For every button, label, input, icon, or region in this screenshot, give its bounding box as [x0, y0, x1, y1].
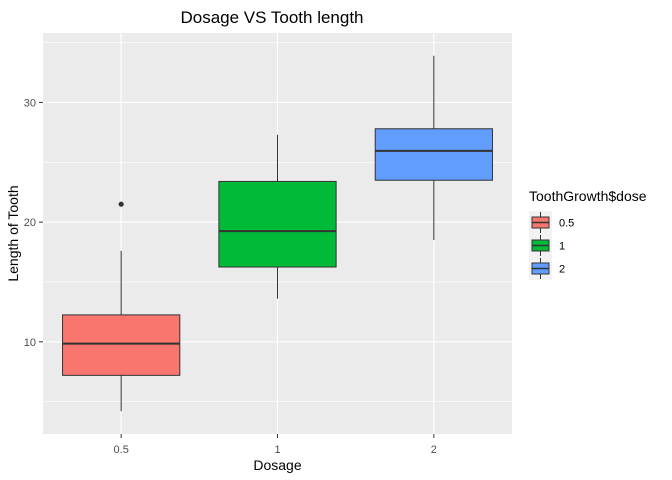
- y-axis-ticks: 10 20 30: [24, 97, 43, 349]
- y-axis-title: Length of Tooth: [5, 185, 21, 281]
- chart-title: Dosage VS Tooth length: [180, 8, 363, 27]
- x-axis-ticks: 0.5 1 2: [114, 434, 437, 456]
- legend-label: 1: [559, 241, 565, 253]
- y-tick-label: 30: [24, 97, 36, 109]
- legend: ToothGrowth$dose 0.5 1 2: [529, 188, 647, 280]
- legend-item-2: 2: [529, 257, 565, 280]
- box-0.5: [62, 201, 181, 412]
- legend-label: 0.5: [559, 218, 574, 230]
- y-tick-label: 10: [24, 337, 36, 349]
- x-tick-label: 1: [274, 444, 280, 456]
- legend-items: 0.5 1 2: [529, 211, 574, 280]
- box-body: [218, 180, 337, 268]
- box-body: [62, 314, 181, 376]
- y-tick-label: 20: [24, 217, 36, 229]
- boxes: [62, 55, 493, 412]
- legend-label: 2: [559, 264, 565, 276]
- x-axis-title: Dosage: [253, 457, 301, 473]
- legend-item-0.5: 0.5: [529, 211, 574, 234]
- box-1: [218, 134, 337, 299]
- legend-item-1: 1: [529, 234, 565, 257]
- x-tick-label: 2: [431, 444, 437, 456]
- x-tick-label: 0.5: [114, 444, 129, 456]
- box-body: [374, 128, 493, 181]
- legend-title: ToothGrowth$dose: [529, 188, 647, 204]
- outlier-point: [118, 201, 124, 207]
- box-2: [374, 55, 493, 241]
